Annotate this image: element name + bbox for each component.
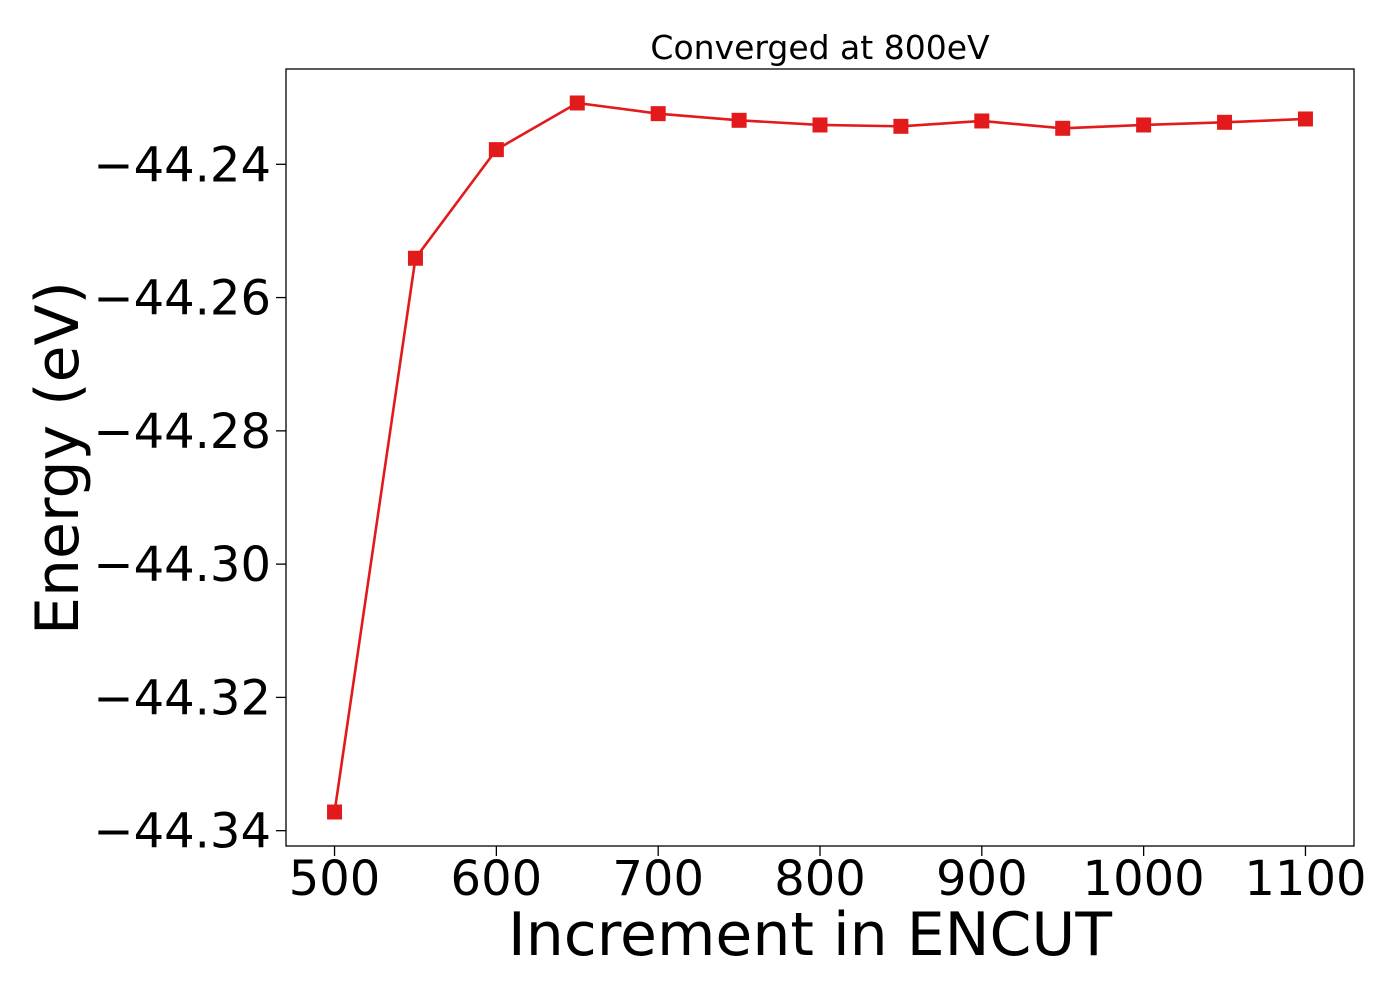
- y-tick-label: −44.26: [93, 271, 271, 327]
- y-tick-label: −44.34: [93, 804, 271, 860]
- data-point-marker: [1055, 120, 1071, 136]
- y-tick-label: −44.30: [93, 537, 271, 593]
- data-point-marker: [650, 106, 666, 122]
- x-axis-label: Increment in ENCUT: [508, 900, 1112, 970]
- data-point-marker: [407, 250, 423, 266]
- data-point-marker: [812, 117, 828, 133]
- y-tick-label: −44.24: [93, 137, 271, 193]
- x-axis-ticks: 500 600 700 800 900 1000 1100: [289, 846, 1367, 907]
- x-tick-label: 1100: [1244, 851, 1366, 907]
- y-tick-label: −44.32: [93, 670, 271, 726]
- data-point-marker: [731, 112, 747, 128]
- data-point-marker: [569, 95, 585, 111]
- data-point-marker: [893, 118, 909, 134]
- data-point-marker: [1136, 117, 1152, 133]
- x-tick-label: 1000: [1083, 851, 1205, 907]
- x-tick-label: 600: [451, 851, 543, 907]
- data-point-marker: [1217, 114, 1233, 130]
- x-tick-label: 800: [774, 851, 866, 907]
- y-axis-label: Energy (eV): [23, 281, 93, 635]
- series-line: [333, 101, 1306, 813]
- data-point-marker: [1297, 111, 1313, 127]
- y-tick-label: −44.28: [93, 404, 271, 460]
- data-point-marker: [974, 113, 990, 129]
- y-axis-ticks: −44.34 −44.32 −44.30 −44.28 −44.26 −44.24: [93, 137, 286, 860]
- series-group: [327, 95, 1313, 820]
- plot-area-frame: [285, 68, 1355, 847]
- x-tick-label: 900: [936, 851, 1028, 907]
- x-tick-label: 700: [612, 851, 704, 907]
- data-point-marker: [488, 142, 504, 158]
- x-tick-label: 500: [289, 851, 381, 907]
- data-point-marker: [327, 804, 343, 820]
- chart-title: Converged at 800eV: [650, 28, 990, 67]
